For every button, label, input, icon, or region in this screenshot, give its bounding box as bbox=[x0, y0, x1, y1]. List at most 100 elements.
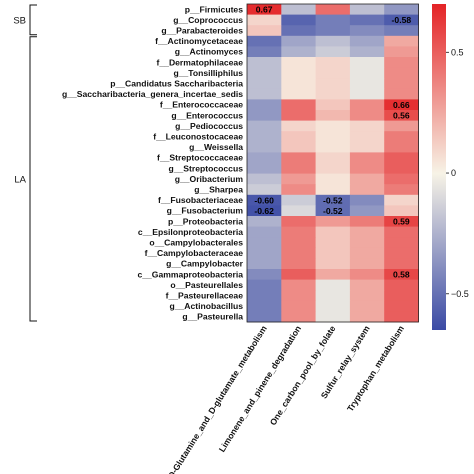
heatmap-cell bbox=[247, 14, 282, 26]
heatmap-frame bbox=[246, 3, 419, 323]
heatmap-cell bbox=[349, 237, 385, 249]
heatmap-cell bbox=[384, 25, 419, 37]
heatmap-cell bbox=[349, 25, 385, 37]
heatmap-cell bbox=[315, 131, 351, 143]
heatmap-cell bbox=[281, 290, 316, 302]
heatmap-cell bbox=[349, 120, 385, 132]
heatmap-cell bbox=[315, 226, 351, 238]
row-label: g__Parabacteroides bbox=[161, 26, 243, 36]
heatmap-cell bbox=[315, 258, 351, 270]
row-label: g__Actinomyces bbox=[175, 47, 244, 57]
heatmap-cell bbox=[349, 141, 385, 153]
heatmap-cell bbox=[349, 78, 385, 90]
heatmap-cell bbox=[384, 226, 419, 238]
heatmap-cell bbox=[315, 290, 351, 302]
heatmap-cell bbox=[281, 216, 316, 227]
heatmap-cell bbox=[315, 216, 351, 227]
heatmap-cell bbox=[281, 4, 316, 15]
heatmap-cell bbox=[349, 163, 385, 174]
heatmap-cell bbox=[315, 88, 351, 100]
row-labels: p__Firmicutesg__Coprococcusg__Parabacter… bbox=[62, 4, 244, 321]
heatmap-cell bbox=[247, 279, 282, 291]
heatmap-cell bbox=[281, 120, 316, 132]
heatmap-cell bbox=[315, 110, 351, 121]
heatmap-cell bbox=[384, 99, 419, 111]
heatmap-cell bbox=[315, 269, 351, 280]
heatmap-cell bbox=[315, 120, 351, 132]
heatmap-cell bbox=[384, 4, 419, 15]
row-label: g__Oribacterium bbox=[175, 174, 244, 184]
heatmap-cell bbox=[281, 311, 316, 323]
row-label: g__Pasteurella bbox=[182, 312, 243, 322]
heatmap-cell bbox=[247, 226, 282, 238]
heatmap-cell bbox=[384, 300, 419, 312]
heatmap-cell bbox=[349, 194, 385, 206]
row-label: g__Sharpea bbox=[194, 185, 243, 195]
colorbar-tick-label: 0.5 bbox=[451, 47, 464, 57]
colorbar-tick-label: 0 bbox=[451, 168, 456, 178]
row-label: f__Dermatophilaceae bbox=[157, 57, 244, 67]
cell-annotation: 0.59 bbox=[393, 217, 410, 227]
heatmap-cell bbox=[315, 99, 351, 111]
heatmap-cell bbox=[315, 4, 351, 15]
heatmap-cells bbox=[246, 3, 419, 323]
heatmap-cell bbox=[384, 205, 419, 217]
heatmap-cell bbox=[281, 152, 316, 164]
cell-annotation: -0.62 bbox=[254, 206, 274, 216]
heatmap-cell bbox=[315, 237, 351, 249]
heatmap-cell bbox=[247, 35, 282, 47]
heatmap-cell bbox=[384, 141, 419, 153]
row-label: g__Coprococcus bbox=[173, 15, 243, 25]
heatmap-cell bbox=[281, 247, 316, 259]
heatmap-cell bbox=[281, 226, 316, 238]
heatmap-cell bbox=[281, 14, 316, 26]
heatmap-cell bbox=[349, 99, 385, 111]
heatmap-cell bbox=[247, 67, 282, 79]
heatmap-cell bbox=[384, 163, 419, 174]
heatmap-cell bbox=[384, 46, 419, 58]
heatmap-cell bbox=[349, 258, 385, 270]
colorbar-tick-label: −0.5 bbox=[451, 289, 469, 299]
colorbar: 0.5 0 −0.5 bbox=[432, 4, 469, 330]
row-label: g__Saccharibacteria_genera_incertae_sedi… bbox=[62, 89, 243, 99]
group-label: SB bbox=[13, 15, 26, 26]
colorbar-gradient bbox=[432, 4, 446, 330]
row-label: g__Fusobacterium bbox=[167, 206, 244, 216]
heatmap-cell bbox=[315, 67, 351, 79]
heatmap-cell bbox=[384, 290, 419, 302]
heatmap-cell bbox=[247, 173, 282, 185]
heatmap-cell bbox=[349, 173, 385, 185]
heatmap-cell bbox=[384, 88, 419, 100]
row-label: p__Firmicutes bbox=[185, 4, 243, 14]
heatmap-cell bbox=[281, 110, 316, 121]
row-label: g__Streptococcus bbox=[168, 163, 243, 173]
row-label: c__Epsilonproteobacteria bbox=[138, 227, 243, 237]
heatmap-cell bbox=[384, 152, 419, 164]
heatmap-cell bbox=[281, 99, 316, 111]
heatmap-cell bbox=[349, 14, 385, 26]
heatmap-cell bbox=[247, 25, 282, 37]
heatmap-cell bbox=[384, 57, 419, 68]
cell-annotations: 0.67 -0.58 0.660.56 -0.60 -0.52 -0.62 -0.52 0.5… bbox=[254, 5, 411, 280]
heatmap-cell bbox=[247, 88, 282, 100]
heatmap-cell bbox=[281, 163, 316, 174]
heatmap-cell bbox=[349, 311, 385, 323]
heatmap-cell bbox=[247, 300, 282, 312]
heatmap-cell bbox=[315, 25, 351, 37]
heatmap-cell bbox=[247, 152, 282, 164]
row-label: c__Gammaproteobacteria bbox=[137, 269, 243, 279]
row-label: g__Campylobacter bbox=[166, 259, 244, 269]
heatmap-cell bbox=[349, 110, 385, 121]
heatmap-cell bbox=[349, 4, 385, 15]
heatmap-cell bbox=[349, 216, 385, 227]
heatmap-cell bbox=[349, 279, 385, 291]
heatmap-cell bbox=[247, 110, 282, 121]
heatmap-cell bbox=[247, 269, 282, 280]
heatmap-cell bbox=[315, 35, 351, 47]
heatmap-cell bbox=[281, 131, 316, 143]
cell-annotation: -0.60 bbox=[254, 195, 274, 205]
heatmap-cell bbox=[281, 78, 316, 90]
heatmap-cell bbox=[349, 88, 385, 100]
heatmap-cell bbox=[281, 300, 316, 312]
